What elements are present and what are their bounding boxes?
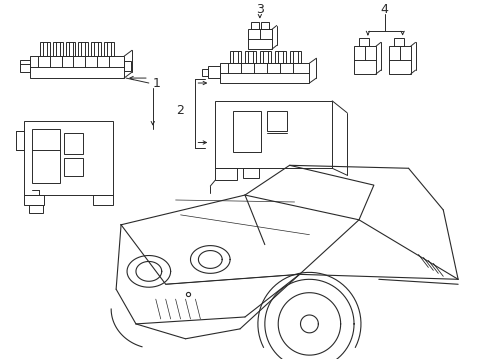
Bar — [243, 168, 258, 178]
Bar — [202, 69, 208, 76]
Bar — [260, 22, 268, 30]
Bar — [78, 42, 88, 56]
Bar — [358, 39, 368, 46]
Bar — [63, 132, 83, 154]
Bar — [230, 51, 241, 63]
Bar — [93, 195, 113, 205]
Text: 4: 4 — [380, 3, 388, 16]
Bar — [16, 131, 24, 150]
Bar — [24, 121, 113, 195]
Bar — [266, 111, 286, 131]
Bar — [104, 42, 114, 56]
Bar — [274, 51, 285, 63]
Bar — [215, 168, 237, 180]
Bar — [24, 195, 43, 205]
Bar — [244, 51, 255, 63]
Bar — [40, 42, 50, 56]
Bar — [20, 60, 30, 72]
Text: 2: 2 — [175, 104, 183, 117]
Bar — [215, 101, 331, 168]
Bar — [393, 39, 403, 46]
Bar — [63, 158, 83, 176]
Text: 3: 3 — [255, 3, 263, 16]
Bar — [91, 42, 101, 56]
Bar — [353, 46, 375, 74]
Bar — [388, 46, 410, 74]
Bar — [30, 56, 124, 78]
Bar — [289, 51, 300, 63]
Bar — [208, 66, 220, 78]
Bar — [233, 111, 260, 152]
Bar — [247, 30, 271, 49]
Text: 1: 1 — [152, 77, 161, 90]
Bar — [250, 22, 258, 30]
Bar — [259, 51, 270, 63]
Bar — [65, 42, 75, 56]
Bar — [53, 42, 62, 56]
Bar — [32, 129, 60, 183]
Bar — [29, 205, 42, 213]
Bar — [124, 61, 131, 71]
Bar — [220, 63, 309, 83]
